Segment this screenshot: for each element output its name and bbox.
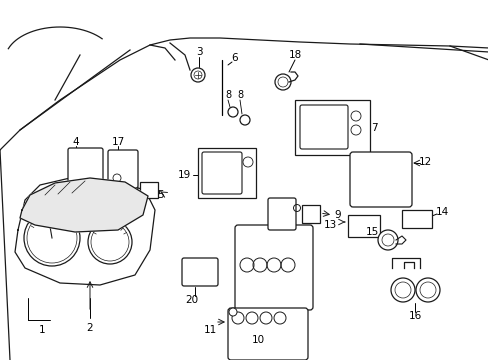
Circle shape — [274, 74, 290, 90]
Bar — [304, 128, 319, 142]
Bar — [72, 168, 84, 180]
Bar — [240, 230, 307, 252]
Text: 9: 9 — [334, 210, 341, 220]
Polygon shape — [20, 178, 148, 232]
Text: 4: 4 — [73, 137, 79, 147]
Bar — [232, 340, 301, 356]
Bar — [284, 203, 293, 221]
Bar — [232, 326, 301, 338]
Text: 8: 8 — [224, 90, 231, 100]
Text: 1: 1 — [39, 325, 45, 335]
Bar — [185, 262, 198, 280]
Text: 5: 5 — [156, 190, 163, 200]
Circle shape — [227, 107, 238, 117]
Polygon shape — [15, 178, 155, 285]
Bar — [379, 157, 401, 177]
Text: 17: 17 — [111, 137, 124, 147]
Bar — [222, 174, 236, 188]
Circle shape — [191, 68, 204, 82]
Bar — [321, 128, 337, 142]
Bar — [304, 110, 319, 126]
Bar — [204, 156, 219, 172]
Circle shape — [390, 278, 414, 302]
Text: 2: 2 — [86, 323, 93, 333]
Bar — [302, 205, 319, 223]
Text: 18: 18 — [288, 50, 301, 60]
Bar — [204, 174, 219, 188]
Text: 11: 11 — [203, 325, 216, 335]
Bar — [124, 155, 134, 169]
FancyBboxPatch shape — [202, 152, 242, 194]
Text: 6: 6 — [231, 53, 238, 63]
Bar — [240, 278, 307, 306]
Circle shape — [377, 230, 397, 250]
Bar — [321, 110, 337, 126]
Text: 20: 20 — [185, 295, 198, 305]
Text: 12: 12 — [418, 157, 431, 167]
Bar — [198, 148, 256, 198]
Bar — [86, 168, 98, 180]
Bar — [140, 182, 158, 198]
FancyBboxPatch shape — [267, 198, 295, 230]
Circle shape — [228, 308, 237, 316]
Bar — [354, 179, 376, 195]
Text: 15: 15 — [365, 227, 378, 237]
Circle shape — [415, 278, 439, 302]
Bar — [72, 152, 84, 166]
Bar — [111, 155, 121, 169]
Bar — [294, 100, 369, 155]
Bar — [379, 179, 401, 195]
Circle shape — [240, 115, 249, 125]
Circle shape — [24, 210, 80, 266]
Text: 14: 14 — [434, 207, 447, 217]
Bar — [271, 203, 282, 221]
Bar — [401, 210, 431, 228]
Bar — [222, 156, 236, 172]
FancyBboxPatch shape — [182, 258, 218, 286]
Bar — [86, 152, 98, 166]
Text: 19: 19 — [177, 170, 191, 180]
FancyBboxPatch shape — [68, 148, 103, 188]
FancyBboxPatch shape — [227, 308, 307, 360]
FancyBboxPatch shape — [299, 105, 347, 149]
Text: 3: 3 — [195, 47, 202, 57]
Text: 8: 8 — [237, 90, 243, 100]
Circle shape — [88, 220, 132, 264]
Text: 7: 7 — [370, 123, 377, 133]
Bar — [347, 215, 379, 237]
Text: 13: 13 — [323, 220, 336, 230]
FancyBboxPatch shape — [235, 225, 312, 310]
FancyBboxPatch shape — [108, 150, 138, 188]
Text: 16: 16 — [407, 311, 421, 321]
Text: 10: 10 — [251, 335, 264, 345]
FancyBboxPatch shape — [349, 152, 411, 207]
Bar — [354, 157, 376, 177]
Bar — [200, 262, 212, 280]
